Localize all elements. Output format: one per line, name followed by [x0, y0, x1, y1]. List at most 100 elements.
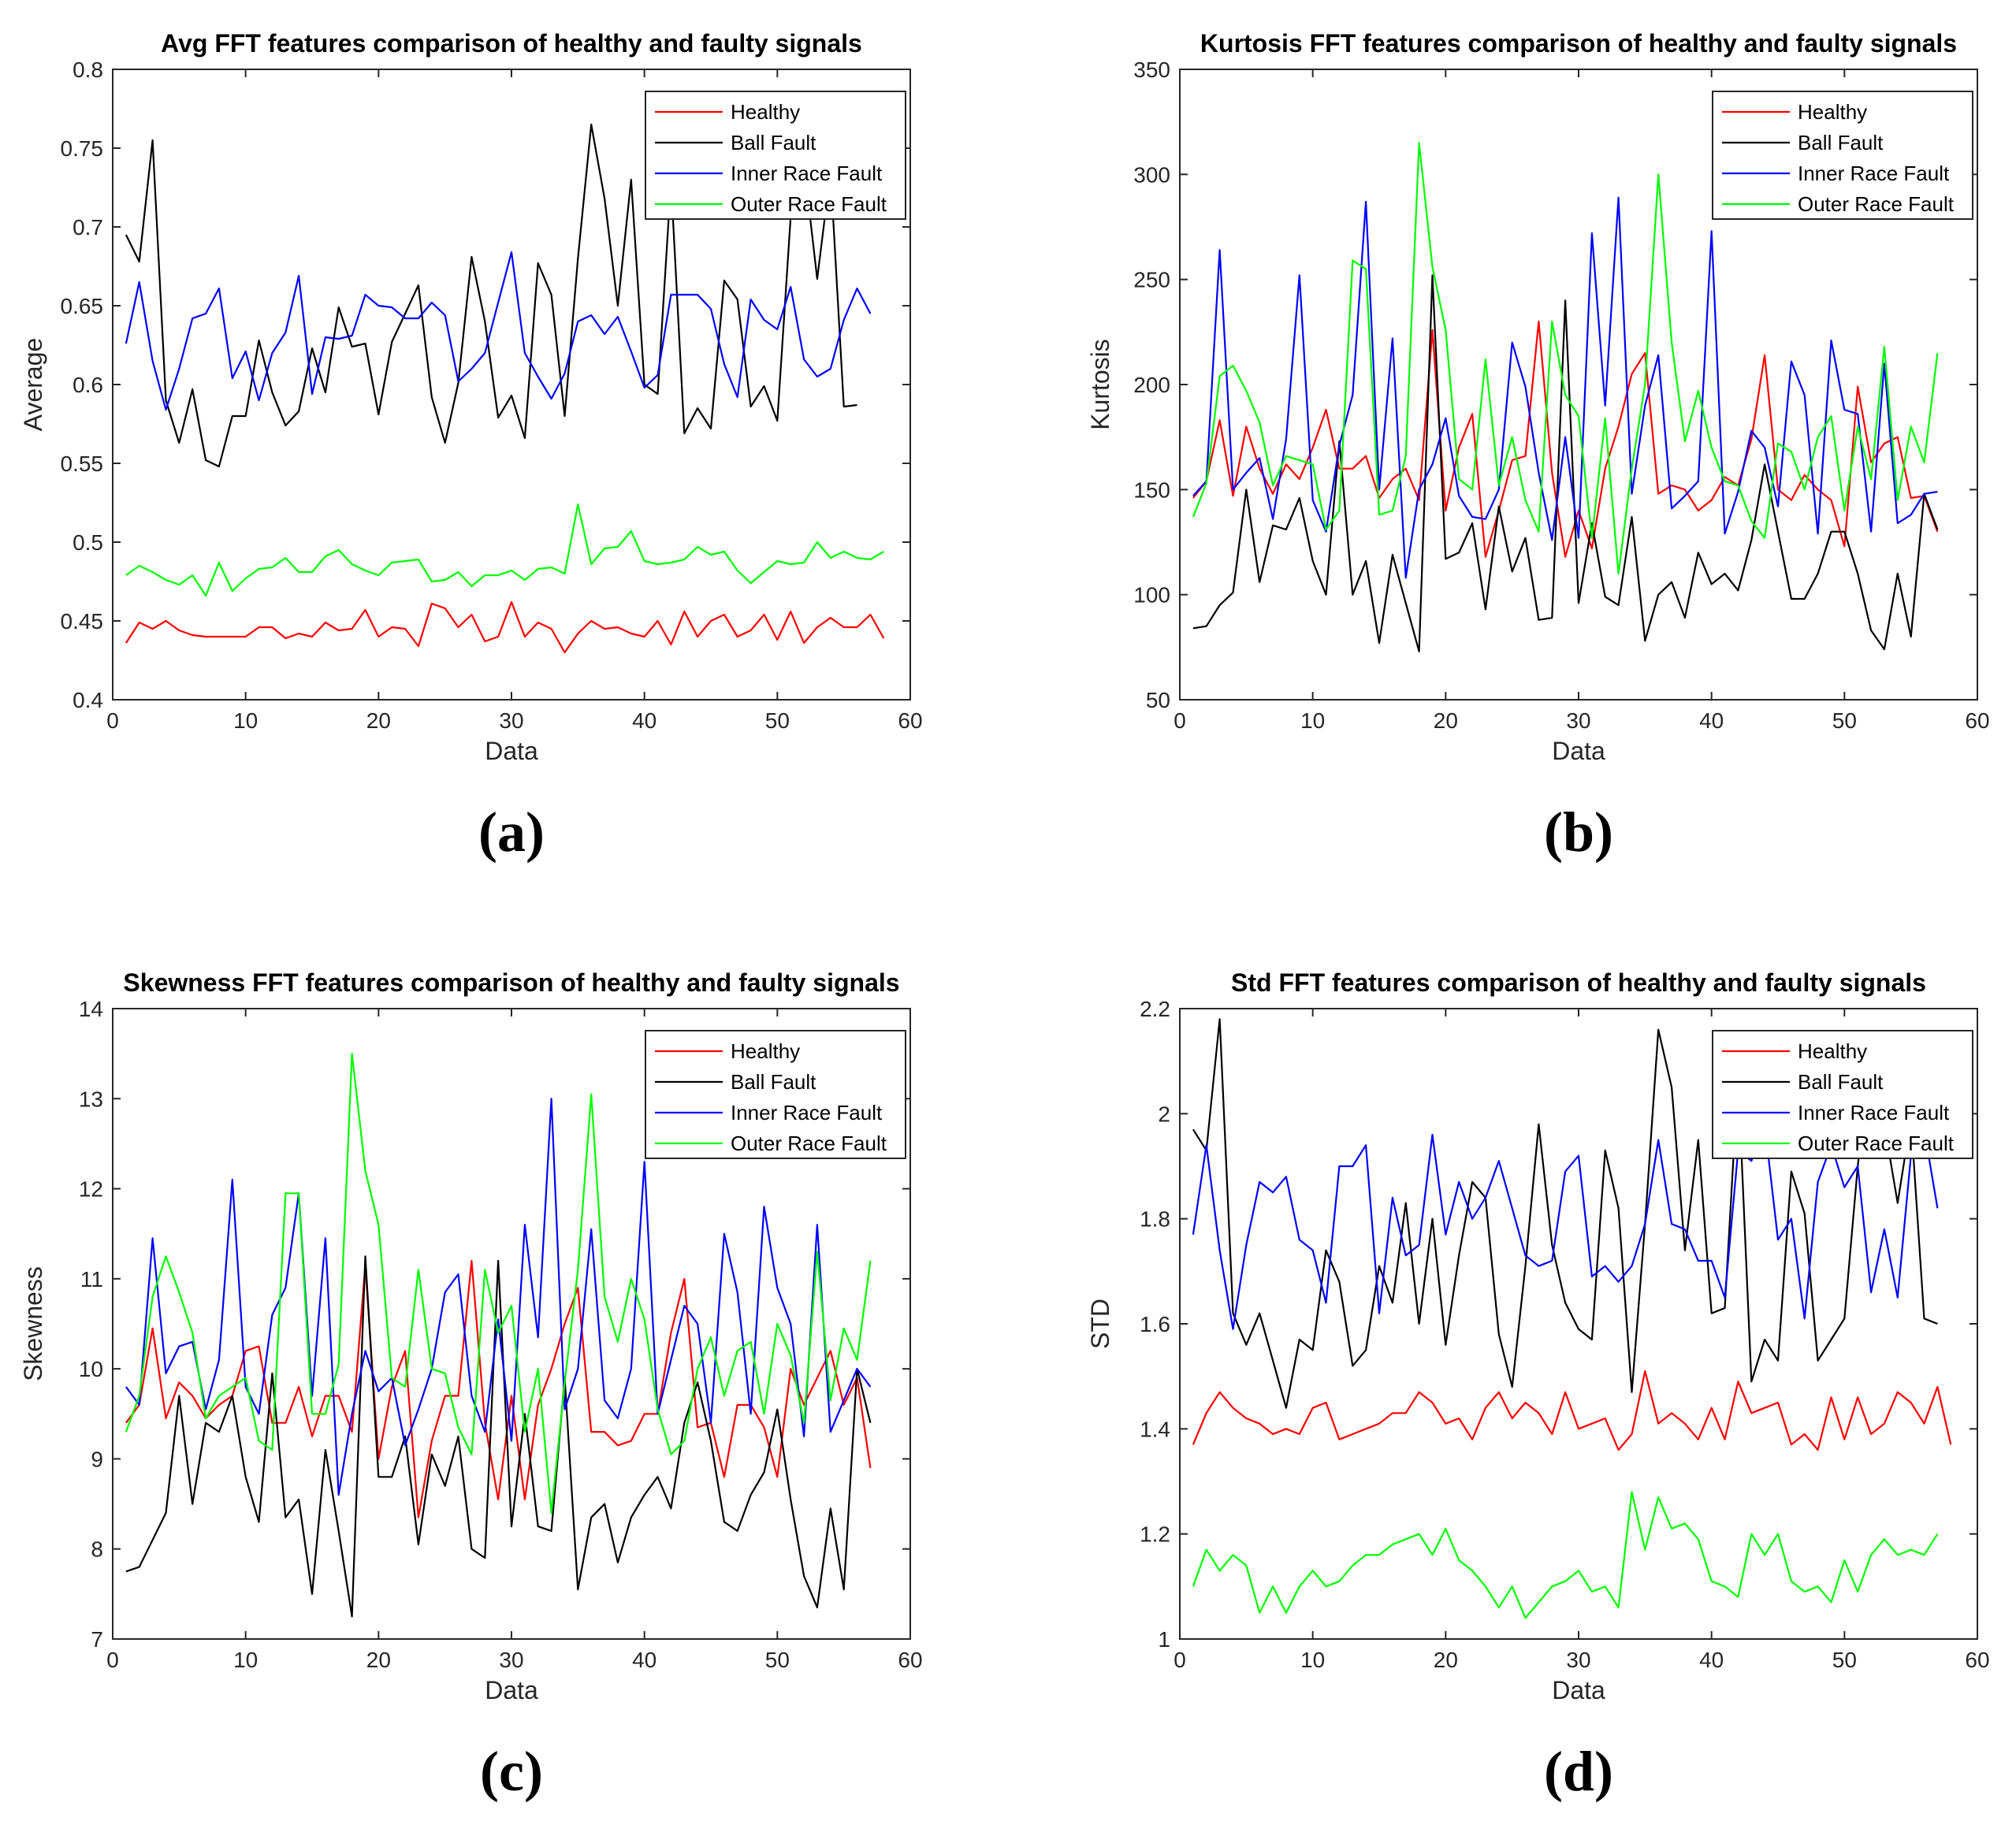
y-tick-label: 1.6 [1140, 1312, 1170, 1336]
y-tick-label: 1.4 [1140, 1417, 1170, 1441]
chart-title: Avg FFT features comparison of healthy a… [161, 29, 862, 58]
y-tick-label: 0.45 [61, 609, 104, 634]
x-tick-label: 10 [1300, 708, 1325, 733]
legend: Healthy Ball Fault Inner Race Fault Outer R… [1712, 91, 1973, 220]
legend-label: Healthy [731, 1039, 800, 1063]
y-tick-label: 100 [1133, 583, 1170, 608]
x-tick-label: 50 [1832, 708, 1857, 733]
x-tick-label: 50 [765, 1648, 790, 1672]
y-tick-label: 0.55 [61, 452, 104, 476]
legend-label: Inner Race Fault [1798, 1101, 1950, 1124]
legend-label: Outer Race Fault [731, 192, 887, 216]
series-line-inner-race-fault [1192, 196, 1938, 579]
y-tick-label: 350 [1133, 58, 1170, 82]
legend-label: Healthy [731, 100, 800, 124]
x-tick-label: 20 [1434, 1648, 1458, 1672]
series-line-ball-fault [1192, 274, 1939, 652]
x-axis-label: Data [485, 1676, 538, 1704]
series-line-ball-fault [125, 123, 857, 468]
x-tick-label: 0 [1174, 708, 1186, 733]
x-axis-label: Data [1552, 737, 1605, 765]
y-tick-label: 2.2 [1140, 997, 1170, 1021]
x-tick-label: 0 [106, 1648, 119, 1672]
chart-title: Std FFT features comparison of healthy a… [1231, 968, 1926, 997]
x-tick-label: 30 [1566, 1648, 1590, 1672]
x-tick-label: 60 [898, 708, 922, 733]
panel-caption: (a) [478, 801, 545, 864]
series-line-healthy [125, 600, 885, 654]
y-tick-label: 13 [79, 1087, 103, 1111]
series-line-ball-fault [1192, 1018, 1938, 1409]
legend-label: Healthy [1798, 100, 1867, 124]
y-tick-label: 2 [1158, 1102, 1170, 1126]
y-tick-label: 200 [1133, 373, 1170, 397]
y-axis-label: Kurtosis [1086, 339, 1114, 430]
legend-label: Inner Race Fault [731, 1101, 883, 1124]
legend-label: Outer Race Fault [731, 1132, 887, 1155]
panel-b: 0 10 20 30 40 50 60 50 100 150 200 250 300 350 Kurtosi… [1086, 29, 1990, 864]
y-tick-label: 250 [1133, 268, 1170, 292]
y-tick-label: 11 [80, 1267, 103, 1292]
panel-caption: (d) [1544, 1740, 1613, 1803]
y-axis-label: STD [1086, 1299, 1114, 1349]
x-tick-label: 60 [1965, 708, 1989, 733]
y-axis-label: Skewness [19, 1266, 47, 1381]
x-tick-label: 0 [106, 708, 119, 733]
y-tick-label: 1.8 [1140, 1207, 1170, 1232]
y-tick-label: 0.8 [73, 58, 103, 82]
y-tick-label: 0.6 [73, 373, 103, 397]
legend-label: Outer Race Fault [1798, 192, 1955, 216]
y-axis-label: Average [19, 338, 47, 432]
x-tick-label: 20 [1434, 708, 1458, 733]
x-tick-label: 40 [632, 708, 657, 733]
y-tick-label: 1.2 [1140, 1522, 1170, 1547]
panel-d: 0 10 20 30 40 50 60 1 1.2 1.4 1.6 1.8 2 2.2 Std FFT fe… [1086, 968, 1990, 1803]
legend-label: Ball Fault [731, 1070, 816, 1094]
x-tick-label: 50 [1832, 1648, 1857, 1672]
x-tick-label: 50 [765, 708, 790, 733]
chart-title: Kurtosis FFT features comparison of heal… [1200, 29, 1957, 58]
series-line-inner-race-fault [1192, 1123, 1939, 1330]
x-tick-label: 40 [632, 1648, 657, 1672]
legend-label: Ball Fault [731, 131, 816, 154]
series-line-outer-race-fault [125, 1052, 872, 1515]
legend: Healthy Ball Fault Inner Race Fault Outer R… [645, 91, 906, 220]
series-group [1192, 1018, 1952, 1619]
legend-label: Inner Race Fault [731, 162, 883, 185]
series-line-healthy [125, 1259, 872, 1518]
y-tick-label: 0.65 [61, 294, 104, 318]
panel-c: 0 10 20 30 40 50 60 7 8 9 10 11 12 13 14 Skewness FFT f… [19, 968, 923, 1803]
y-tick-label: 10 [79, 1357, 103, 1381]
panel-caption: (c) [480, 1740, 543, 1803]
x-tick-label: 20 [366, 1648, 391, 1672]
x-tick-label: 0 [1174, 1648, 1186, 1672]
x-axis-label: Data [485, 737, 538, 765]
x-tick-label: 60 [898, 1648, 922, 1672]
legend: Healthy Ball Fault Inner Race Fault Outer R… [645, 1030, 906, 1159]
series-group [125, 1052, 872, 1618]
legend-label: Healthy [1798, 1039, 1867, 1063]
x-tick-label: 10 [1300, 1648, 1325, 1672]
panel-a: 0 10 20 30 40 50 60 0.4 0.45 0.5 0.55 0.6 0.65 0.7 0.7… [19, 29, 923, 864]
x-tick-label: 40 [1699, 708, 1724, 733]
series-line-inner-race-fault [125, 251, 872, 411]
series-line-healthy [1192, 1370, 1952, 1451]
x-tick-label: 30 [1566, 708, 1590, 733]
legend-label: Inner Race Fault [1798, 162, 1950, 185]
series-line-outer-race-fault [1192, 1491, 1939, 1619]
chart-title: Skewness FFT features comparison of heal… [123, 968, 899, 997]
x-tick-label: 10 [233, 1648, 258, 1672]
panel-caption: (b) [1544, 801, 1613, 864]
y-tick-label: 50 [1146, 688, 1170, 712]
legend-label: Outer Race Fault [1798, 1132, 1955, 1155]
x-tick-label: 60 [1965, 1648, 1989, 1672]
x-tick-label: 20 [366, 708, 391, 733]
x-axis-label: Data [1552, 1676, 1605, 1704]
y-tick-label: 0.7 [73, 215, 103, 240]
y-tick-label: 0.75 [61, 136, 104, 161]
x-tick-label: 30 [499, 708, 523, 733]
series-line-outer-race-fault [125, 503, 884, 597]
legend-label: Ball Fault [1798, 131, 1884, 154]
series-line-outer-race-fault [1192, 142, 1939, 575]
